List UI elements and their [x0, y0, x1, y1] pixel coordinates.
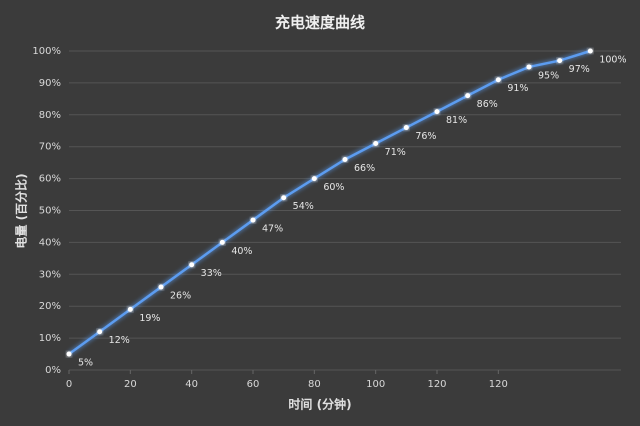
data-label: 86% — [477, 99, 498, 110]
data-point — [250, 217, 256, 223]
data-point — [66, 351, 72, 357]
data-label: 5% — [78, 358, 93, 369]
data-point — [189, 262, 195, 268]
data-label: 12% — [109, 335, 130, 346]
data-point — [587, 48, 593, 54]
data-label: 100% — [599, 55, 626, 66]
data-point — [97, 329, 103, 335]
y-tick-label: 30% — [39, 269, 61, 280]
chart-title: 充电速度曲线 — [275, 14, 365, 32]
data-label: 81% — [446, 115, 467, 126]
data-label: 40% — [231, 246, 252, 257]
data-label: 66% — [354, 163, 375, 174]
y-tick-label: 80% — [39, 110, 61, 121]
y-tick-label: 10% — [39, 333, 61, 344]
data-point — [158, 284, 164, 290]
data-label: 97% — [569, 64, 590, 75]
x-tick-label: 80 — [308, 379, 321, 390]
x-tick-label: 0 — [66, 379, 72, 390]
data-label: 76% — [415, 131, 436, 142]
y-tick-label: 0% — [45, 365, 61, 376]
x-tick-label: 120 — [427, 379, 446, 390]
data-point — [403, 125, 409, 131]
y-tick-label: 90% — [39, 78, 61, 89]
y-tick-label: 70% — [39, 142, 61, 153]
y-tick-label: 60% — [39, 174, 61, 185]
data-label: 60% — [323, 182, 344, 193]
data-point — [557, 58, 563, 64]
data-point — [526, 64, 532, 70]
x-axis-label: 时间 (分钟) — [288, 397, 351, 412]
data-point — [281, 195, 287, 201]
data-point — [311, 176, 317, 182]
data-label: 19% — [139, 313, 160, 324]
y-tick-label: 50% — [39, 206, 61, 217]
x-tick-label: 100 — [366, 379, 385, 390]
data-label: 95% — [538, 70, 559, 81]
data-line — [68, 49, 591, 356]
data-point — [219, 239, 225, 245]
data-label: 71% — [385, 147, 406, 158]
data-point — [127, 306, 133, 312]
data-label: 47% — [262, 224, 283, 235]
y-axis-label: 电量 (百分比) — [14, 173, 29, 248]
data-label: 33% — [201, 268, 222, 279]
x-tick-label: 120 — [489, 379, 508, 390]
data-point — [495, 77, 501, 83]
data-point — [465, 93, 471, 99]
data-point — [434, 109, 440, 115]
data-label: 91% — [507, 83, 528, 94]
data-label: 26% — [170, 291, 191, 302]
x-tick-label: 20 — [124, 379, 137, 390]
data-label: 54% — [293, 201, 314, 212]
x-tick-label: 40 — [185, 379, 198, 390]
y-tick-label: 40% — [39, 237, 61, 248]
y-tick-label: 100% — [32, 46, 61, 57]
x-tick-label: 60 — [247, 379, 260, 390]
y-tick-label: 20% — [39, 301, 61, 312]
data-point — [342, 156, 348, 162]
data-point — [373, 141, 379, 147]
